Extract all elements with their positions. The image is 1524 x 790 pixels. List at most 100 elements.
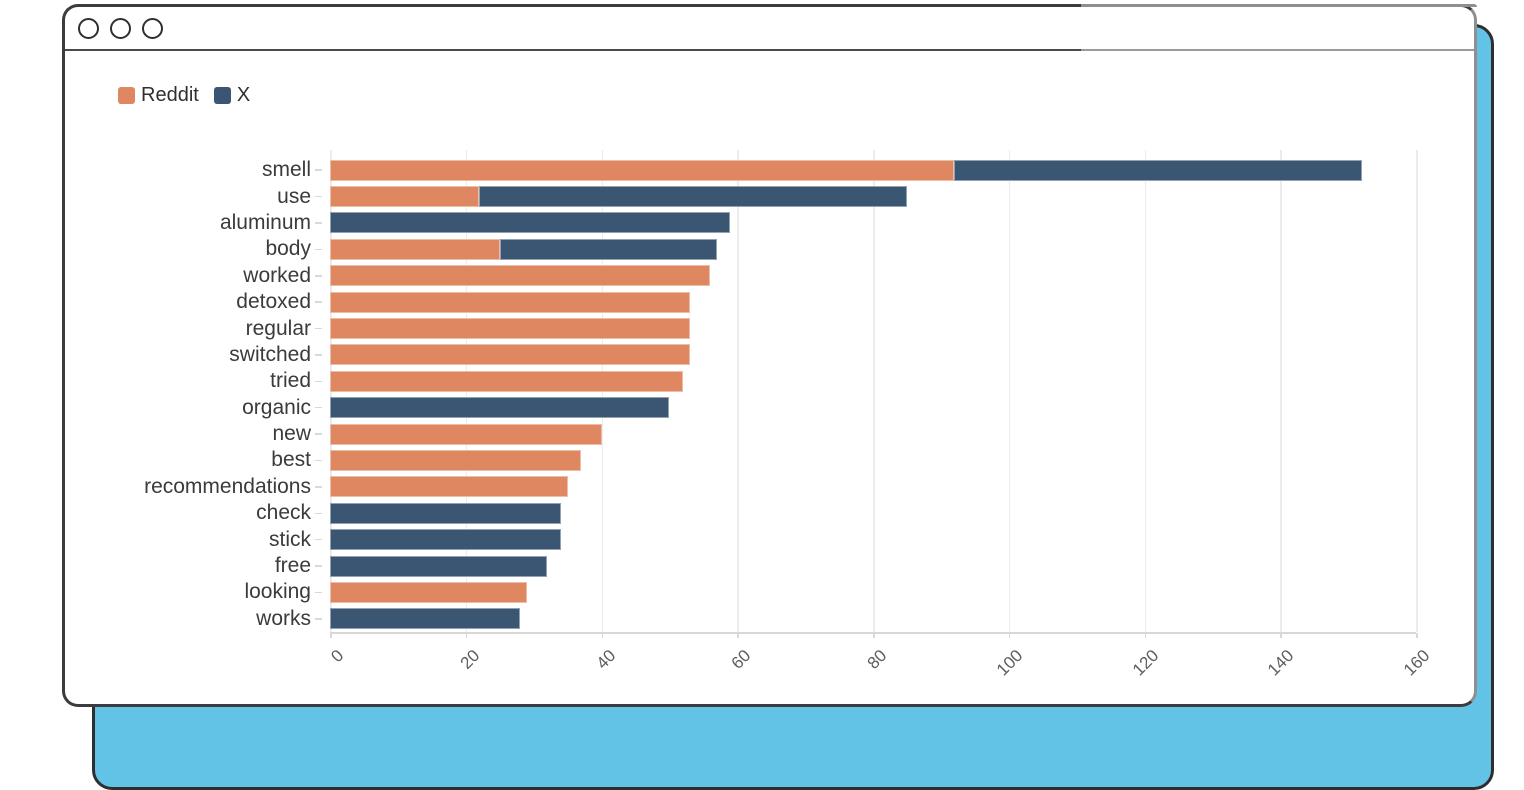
- bar-segment-x: [330, 397, 670, 419]
- gridline: [1144, 150, 1146, 632]
- category-label: smell: [261, 158, 311, 182]
- bar-segment-reddit: [330, 449, 582, 471]
- bar-segment-x: [499, 238, 717, 260]
- gridline: [1280, 150, 1282, 632]
- y-axis-tick: [315, 565, 322, 567]
- bar-row: aluminum: [65, 210, 1416, 236]
- category-label: detoxed: [236, 290, 311, 314]
- category-label: regular: [245, 316, 311, 340]
- y-axis-tick: [315, 275, 322, 277]
- x-tick-label: 100: [992, 646, 1027, 680]
- category-label: new: [272, 422, 311, 446]
- category-label: recommendations: [144, 474, 311, 498]
- x-axis-tick: [465, 633, 468, 638]
- bar-segment-x: [330, 212, 731, 234]
- bar-row: recommendations: [65, 474, 1416, 500]
- x-axis-tick: [1416, 633, 1418, 638]
- bar-segment-reddit: [330, 423, 602, 445]
- window-border-fade: [1081, 4, 1477, 7]
- bar-segment-x: [479, 186, 907, 208]
- y-axis-tick: [315, 538, 322, 541]
- chart-legend: Reddit X: [118, 84, 250, 107]
- gridline: [1416, 150, 1418, 632]
- category-label: switched: [229, 342, 311, 366]
- bar-segment-reddit: [330, 344, 690, 366]
- bar-segment-reddit: [330, 186, 480, 208]
- category-label: free: [274, 554, 311, 578]
- y-axis-tick: [315, 301, 322, 303]
- category-label: tried: [270, 369, 311, 393]
- bar-segment-x: [330, 502, 561, 524]
- bar-track: [330, 476, 1416, 498]
- bar-row: stick: [65, 526, 1416, 552]
- bar-segment-reddit: [330, 159, 955, 181]
- y-axis-tick: [315, 327, 322, 330]
- bar-track: [330, 291, 1416, 313]
- x-tick-label: 80: [863, 646, 891, 673]
- y-axis-tick: [315, 618, 322, 620]
- y-axis-tick: [315, 459, 322, 462]
- x-axis-tick: [873, 633, 875, 638]
- x-axis-tick: [1280, 633, 1282, 638]
- reddit-legend-swatch-icon: [118, 87, 135, 104]
- bar-row: looking: [65, 579, 1416, 605]
- y-axis-tick: [315, 486, 322, 488]
- y-axis-tick: [315, 406, 322, 409]
- category-label: worked: [243, 263, 311, 287]
- gridline: [737, 150, 739, 632]
- category-label: works: [256, 606, 311, 630]
- x-tick-label: 40: [592, 646, 619, 673]
- y-axis-tick: [315, 512, 322, 515]
- bar-track: [330, 318, 1416, 340]
- traffic-light-icon[interactable]: [110, 17, 131, 39]
- category-label: looking: [244, 580, 311, 604]
- x-tick-label: 160: [1399, 646, 1434, 680]
- x-axis-tick: [601, 633, 603, 638]
- x-axis-tick: [737, 633, 739, 638]
- category-label: aluminum: [219, 210, 311, 234]
- bar-row: worked: [65, 263, 1416, 289]
- bar-row: smell: [65, 157, 1416, 183]
- bar-track: [330, 423, 1416, 445]
- x-axis-tick: [1144, 633, 1146, 638]
- x-tick-label: 60: [727, 646, 755, 673]
- traffic-light-icon[interactable]: [78, 17, 99, 39]
- y-axis-tick: [315, 222, 322, 224]
- category-label: best: [271, 448, 311, 472]
- category-label: use: [277, 184, 311, 208]
- y-axis-tick: [315, 169, 322, 171]
- bar-track: [330, 238, 1416, 260]
- legend-label-x: X: [236, 84, 251, 106]
- x-tick-label: 140: [1264, 646, 1298, 680]
- bar-row: detoxed: [65, 289, 1416, 315]
- bar-track: [330, 608, 1416, 630]
- bar-row: body: [65, 236, 1416, 262]
- bar-track: [330, 502, 1416, 524]
- bar-track: [330, 344, 1416, 366]
- bar-row: tried: [65, 368, 1416, 394]
- bar-track: [330, 449, 1416, 471]
- legend-item-x: X: [213, 84, 251, 107]
- legend-label-reddit: Reddit: [141, 84, 199, 106]
- bar-row: works: [65, 606, 1416, 632]
- gridline: [873, 150, 875, 632]
- y-axis-tick: [315, 433, 322, 435]
- traffic-light-icon[interactable]: [142, 17, 163, 39]
- bar-row: best: [65, 447, 1416, 473]
- bar-track: [330, 397, 1416, 419]
- bar-chart-rows: smell use aluminum body worked detoxed regular…: [65, 157, 1416, 632]
- x-tick-label: 0: [327, 646, 348, 667]
- category-label: organic: [242, 395, 311, 419]
- category-label: stick: [269, 527, 311, 551]
- x-axis-tick: [330, 633, 332, 638]
- bar-row: regular: [65, 315, 1416, 341]
- bar-segment-reddit: [330, 291, 690, 313]
- bar-segment-reddit: [330, 581, 527, 603]
- x-axis-tick: [1008, 633, 1011, 638]
- y-axis-tick: [315, 591, 322, 594]
- bar-track: [330, 581, 1416, 603]
- gridline: [1008, 150, 1011, 632]
- bar-row: new: [65, 421, 1416, 447]
- x-legend-swatch-icon: [213, 87, 231, 104]
- bar-row: switched: [65, 342, 1416, 368]
